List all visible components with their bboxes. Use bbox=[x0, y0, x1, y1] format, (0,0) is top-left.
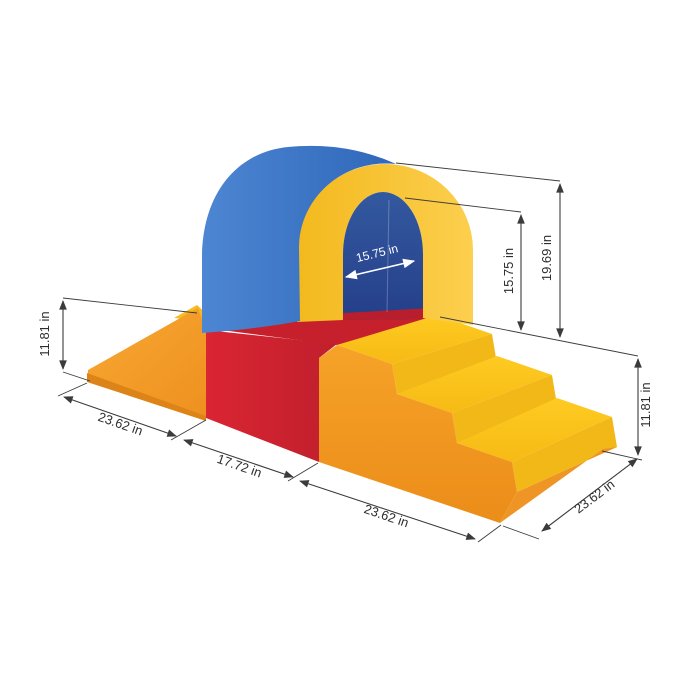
tunnel-arch bbox=[202, 145, 473, 333]
dimension-line bbox=[183, 439, 294, 478]
dim-label-tunnel-height: 15.75 in bbox=[501, 248, 516, 294]
ramp-top-face bbox=[88, 308, 206, 417]
dim-label-depth: 23.62 in bbox=[571, 476, 617, 516]
extension-line bbox=[502, 525, 540, 540]
extension-line bbox=[601, 450, 643, 461]
dim-steps-height: 11.81 in bbox=[601, 358, 653, 461]
tunnel-floor bbox=[343, 308, 423, 320]
step-tread bbox=[457, 398, 612, 462]
extension-line bbox=[62, 297, 198, 314]
dim-arch-total-height: 19.69 in bbox=[395, 162, 564, 338]
step-riser bbox=[392, 334, 497, 394]
dim-tunnel-height: 15.75 in bbox=[404, 197, 525, 331]
dimension-line bbox=[63, 396, 177, 437]
dim-label-middle-block-length: 17.72 in bbox=[215, 451, 264, 480]
tunnel-seam bbox=[386, 199, 390, 313]
tunnel-width-arrow bbox=[344, 258, 416, 280]
stairs bbox=[319, 315, 617, 523]
extension-line bbox=[477, 524, 502, 543]
dim-label-ramp-height: 11.81 in bbox=[37, 311, 52, 356]
step-riser bbox=[452, 375, 557, 443]
step-tread bbox=[337, 315, 492, 364]
step-riser bbox=[512, 417, 617, 492]
arch-blue-side bbox=[202, 145, 396, 333]
platform-extension-line bbox=[439, 316, 639, 357]
extension-line bbox=[170, 419, 207, 441]
dim-label-ramp-length: 23.62 in bbox=[96, 409, 145, 438]
tunnel-opening bbox=[343, 192, 423, 320]
extension-line bbox=[287, 462, 319, 482]
soft-play-structure bbox=[87, 145, 617, 523]
dimension-line bbox=[541, 458, 638, 532]
dim-ramp-height: 11.81 in bbox=[37, 297, 198, 382]
dim-label-steps-height: 11.81 in bbox=[638, 382, 653, 427]
dimension-line bbox=[299, 480, 476, 540]
step-tread bbox=[397, 356, 552, 413]
stairs-side-face bbox=[319, 345, 517, 523]
extension-line bbox=[395, 162, 561, 182]
red-block-front bbox=[206, 330, 337, 462]
extension-line bbox=[57, 382, 88, 397]
extension-line bbox=[62, 371, 91, 382]
arch-yellow-ring bbox=[297, 164, 473, 325]
extension-line bbox=[404, 197, 522, 213]
dim-label-arch-total-height: 19.69 in bbox=[539, 235, 554, 281]
dim-label-steps-length: 23.62 in bbox=[362, 501, 411, 530]
